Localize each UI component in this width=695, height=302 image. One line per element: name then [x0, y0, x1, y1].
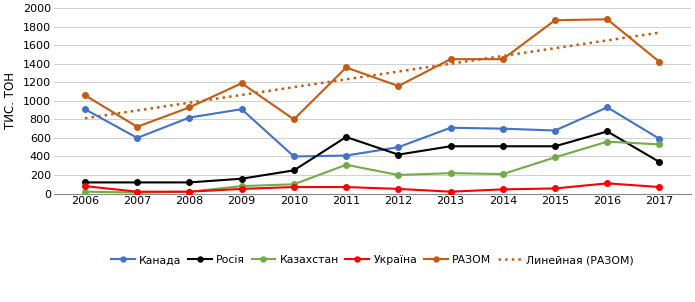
РАЗОМ	[394, 84, 402, 88]
Україна	[81, 184, 89, 188]
Казахстан	[394, 173, 402, 177]
РАЗОМ	[290, 117, 298, 121]
Росія	[342, 135, 350, 139]
Росія	[394, 153, 402, 156]
Росія	[81, 181, 89, 184]
Україна	[290, 185, 298, 189]
Україна	[498, 188, 507, 191]
РАЗОМ	[603, 18, 612, 21]
Казахстан	[290, 182, 298, 186]
Казахстан	[238, 184, 246, 188]
РАЗОМ	[655, 60, 664, 64]
Казахстан	[498, 172, 507, 176]
Канада	[133, 136, 141, 140]
Україна	[551, 187, 559, 190]
Казахстан	[186, 190, 194, 194]
Україна	[133, 190, 141, 194]
Линейная (РАЗОМ)	[446, 62, 455, 66]
Канада	[498, 127, 507, 130]
Линейная (РАЗОМ)	[290, 85, 298, 89]
Канада	[186, 116, 194, 119]
Legend: Канада, Росія, Казахстан, Україна, РАЗОМ, Линейная (РАЗОМ): Канада, Росія, Казахстан, Україна, РАЗОМ…	[106, 251, 638, 269]
Україна	[186, 190, 194, 194]
Казахстан	[342, 163, 350, 167]
Росія	[551, 144, 559, 148]
Росія	[186, 181, 194, 184]
РАЗОМ	[498, 57, 507, 61]
Линейная (РАЗОМ)	[133, 109, 141, 112]
Линейная (РАЗОМ)	[394, 70, 402, 73]
Линейная (РАЗОМ)	[81, 117, 89, 120]
Казахстан	[551, 156, 559, 159]
Канада	[551, 129, 559, 132]
РАЗОМ	[446, 57, 455, 61]
Казахстан	[603, 140, 612, 143]
Канада	[290, 155, 298, 158]
Line: Линейная (РАЗОМ): Линейная (РАЗОМ)	[85, 33, 660, 118]
Линейная (РАЗОМ)	[655, 31, 664, 34]
Канада	[238, 108, 246, 111]
Канада	[394, 145, 402, 149]
Канада	[655, 137, 664, 141]
Линейная (РАЗОМ)	[603, 39, 612, 42]
Канада	[81, 108, 89, 111]
Україна	[655, 185, 664, 189]
Line: Казахстан: Казахстан	[82, 139, 662, 195]
Росія	[655, 160, 664, 164]
Росія	[238, 177, 246, 181]
РАЗОМ	[342, 66, 350, 69]
Казахстан	[133, 191, 141, 194]
Линейная (РАЗОМ)	[498, 54, 507, 58]
Казахстан	[446, 171, 455, 175]
Канада	[342, 154, 350, 157]
Line: Росія: Росія	[82, 129, 662, 185]
Line: Україна: Україна	[82, 181, 662, 194]
РАЗОМ	[81, 94, 89, 97]
РАЗОМ	[238, 82, 246, 85]
Казахстан	[655, 143, 664, 146]
Канада	[446, 126, 455, 130]
Росія	[446, 144, 455, 148]
Росія	[603, 130, 612, 133]
Україна	[238, 187, 246, 191]
Україна	[394, 187, 402, 191]
Line: Канада: Канада	[82, 104, 662, 159]
Y-axis label: ТИС. ТОН: ТИС. ТОН	[4, 72, 17, 129]
Линейная (РАЗОМ)	[551, 47, 559, 50]
Україна	[446, 190, 455, 194]
Україна	[603, 182, 612, 185]
Канада	[603, 105, 612, 109]
Росія	[290, 169, 298, 172]
Линейная (РАЗОМ)	[238, 93, 246, 97]
РАЗОМ	[133, 125, 141, 129]
Линейная (РАЗОМ)	[186, 101, 194, 104]
РАЗОМ	[551, 18, 559, 22]
Україна	[342, 185, 350, 189]
Росія	[133, 181, 141, 184]
Линейная (РАЗОМ)	[342, 78, 350, 81]
Line: РАЗОМ: РАЗОМ	[82, 17, 662, 130]
Росія	[498, 144, 507, 148]
Казахстан	[81, 190, 89, 194]
РАЗОМ	[186, 105, 194, 109]
